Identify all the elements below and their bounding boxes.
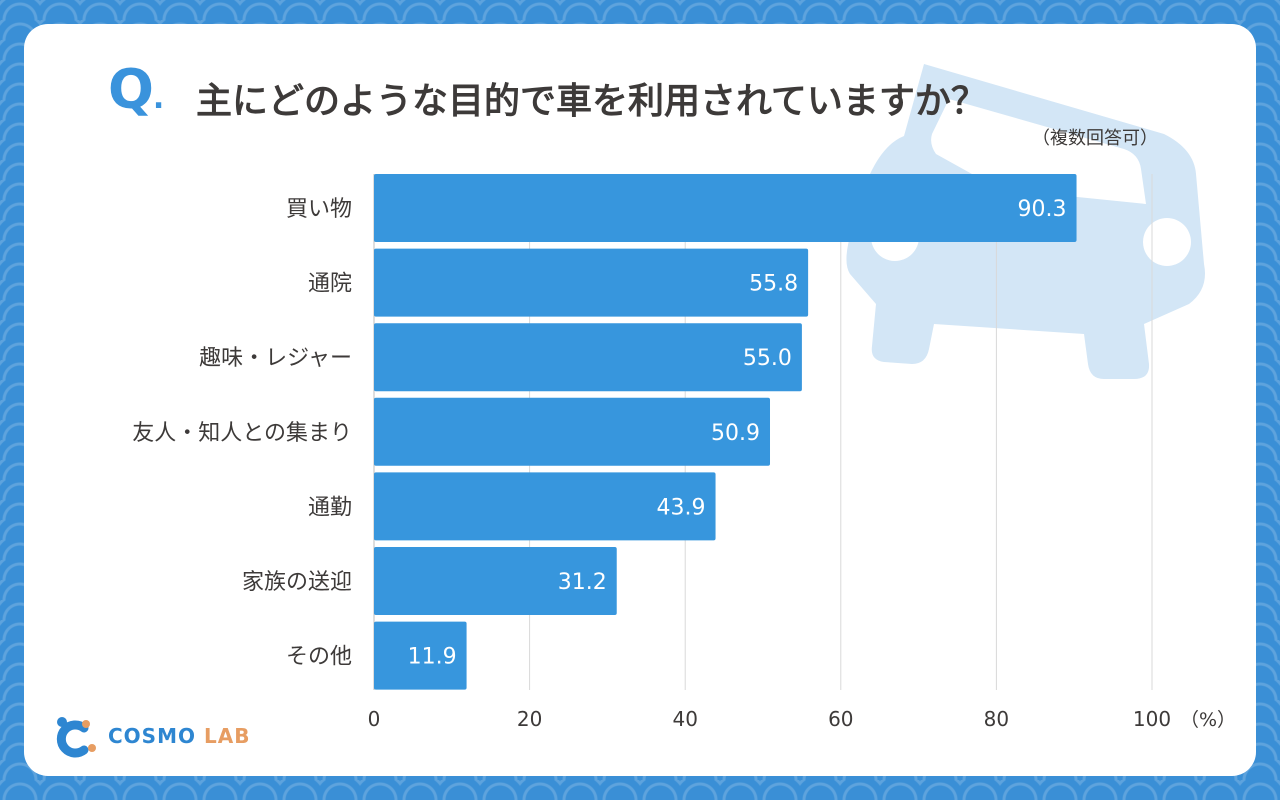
logo-text-cosmo: COSMO (108, 724, 196, 748)
category-label: 趣味・レジャー (199, 346, 352, 371)
chart-card: Q. 主にどのような目的で車を利用されていますか？ （複数回答可） 0 20 40 6… (24, 24, 1256, 776)
category-label: 買い物 (286, 197, 352, 222)
category-label: 通勤 (308, 495, 352, 520)
bar (374, 174, 1077, 242)
category-label: 通院 (308, 272, 352, 297)
x-unit-label: （%） (1180, 709, 1236, 731)
bar-value-label: 55.8 (749, 272, 798, 297)
bar-value-label: 11.9 (408, 645, 457, 670)
bar (374, 547, 617, 615)
x-tick-label: 40 (672, 707, 697, 731)
bar (374, 323, 802, 392)
bar (374, 248, 809, 317)
bar (374, 397, 771, 466)
x-tick-label: 80 (984, 707, 1009, 731)
multiple-answer-note: （複数回答可） (1032, 128, 1158, 149)
bar-value-label: 43.9 (657, 495, 706, 520)
logo-text-lab: LAB (203, 724, 251, 748)
category-label: 友人・知人との集まり (132, 421, 352, 446)
bar-chart: 0 20 40 60 80 100 （%） 90.3 買い物 55.8 通院 55.0 趣味・レジャー 5… (132, 174, 1236, 731)
x-tick-label: 100 (1133, 707, 1171, 731)
q-dot: . (152, 81, 164, 116)
bar-value-label: 90.3 (1018, 197, 1067, 222)
page-title: 主にどのような目的で車を利用されていますか？ (196, 81, 987, 122)
bar-value-label: 55.0 (743, 346, 792, 371)
category-label: その他 (286, 645, 352, 670)
cosmo-lab-logo: COSMO LAB (48, 714, 250, 758)
x-tick-label: 20 (517, 707, 542, 731)
x-tick-label: 0 (368, 707, 381, 731)
bar (374, 621, 467, 690)
logo-mark-icon (56, 717, 96, 758)
bar-value-label: 31.2 (558, 570, 607, 595)
logo-text: COSMO LAB (108, 724, 250, 748)
category-label: 家族の送迎 (242, 570, 352, 595)
bar-value-label: 50.9 (711, 421, 760, 446)
bar (374, 472, 716, 541)
x-tick-label: 60 (828, 707, 853, 731)
question-mark-label: Q. (108, 58, 164, 121)
q-letter: Q (108, 58, 154, 121)
